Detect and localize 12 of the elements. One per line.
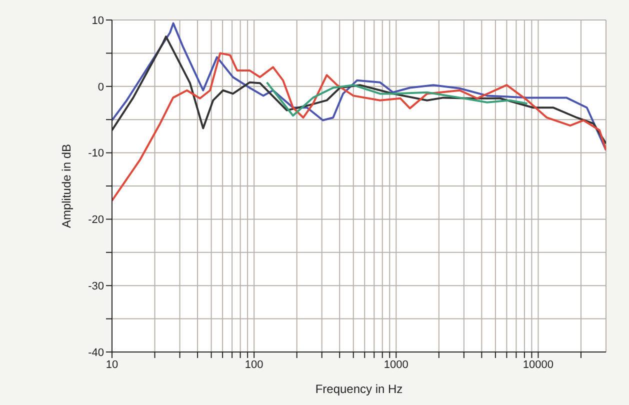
y-tick-label: 0: [98, 81, 104, 94]
y-axis-title: Amplitude in dB: [59, 144, 74, 228]
x-tick-label: 1000: [384, 358, 408, 371]
x-tick-label: 10: [106, 358, 118, 371]
y-tick-label: -20: [88, 214, 104, 226]
x-axis-title: Frequency in Hz: [315, 382, 403, 396]
y-tick-label: -10: [88, 148, 104, 160]
x-tick-label: 100: [244, 358, 264, 371]
y-tick-label: -30: [88, 280, 104, 293]
x-tick-label: 10000: [522, 358, 554, 371]
y-tick-label: 10: [92, 14, 104, 27]
y-tick-label: -40: [88, 346, 104, 359]
